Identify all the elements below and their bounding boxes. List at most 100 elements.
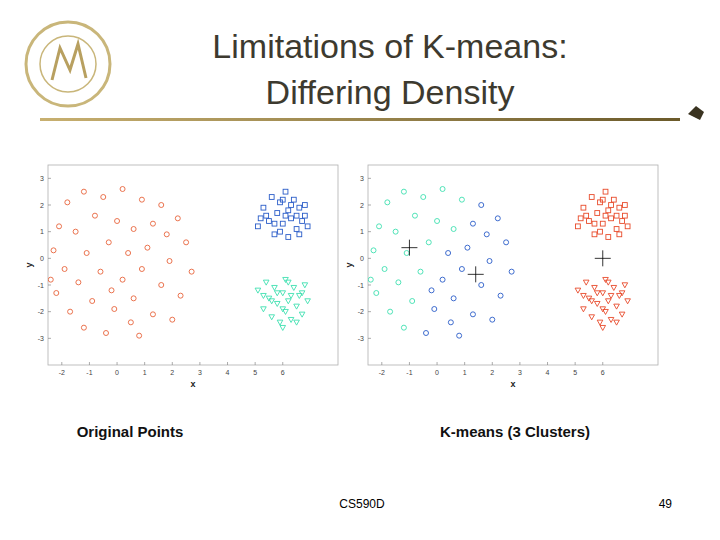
point — [288, 317, 294, 322]
point — [54, 291, 59, 296]
x-tick — [61, 362, 62, 365]
point — [622, 203, 627, 208]
point — [128, 320, 133, 325]
point — [272, 285, 278, 290]
point — [608, 317, 614, 322]
point — [611, 197, 616, 202]
point — [410, 299, 415, 304]
point — [280, 325, 286, 330]
point — [617, 205, 622, 210]
page-number: 49 — [659, 497, 673, 511]
point — [131, 296, 136, 301]
point — [509, 269, 514, 274]
point — [294, 213, 299, 218]
chart-caption: Original Points — [77, 423, 184, 440]
point — [598, 229, 603, 234]
point — [81, 325, 86, 330]
y-tick-label: -3 — [358, 335, 364, 342]
x-tick — [519, 362, 520, 365]
point — [291, 197, 296, 202]
point — [457, 333, 462, 338]
point — [606, 208, 611, 213]
point — [589, 195, 594, 200]
point — [84, 251, 89, 256]
x-tick-label: 5 — [253, 369, 257, 376]
point — [294, 320, 300, 325]
point — [302, 213, 307, 218]
x-tick-label: 2 — [170, 369, 174, 376]
point — [611, 285, 617, 290]
point — [617, 232, 622, 237]
x-tick — [547, 362, 548, 365]
point — [393, 229, 398, 234]
x-axis-label: x — [190, 379, 195, 389]
point — [277, 320, 283, 325]
point — [280, 221, 285, 226]
point — [451, 227, 456, 232]
point — [286, 208, 291, 213]
chart-caption: K-means (3 Clusters) — [440, 423, 590, 440]
point — [65, 200, 70, 205]
point — [294, 227, 299, 232]
point — [285, 299, 291, 304]
x-tick-label: 2 — [490, 369, 494, 376]
y-tick-label: 1 — [40, 228, 44, 235]
point — [498, 293, 503, 298]
point — [255, 288, 261, 293]
point — [272, 221, 277, 226]
point — [404, 251, 409, 256]
x-tick-label: 3 — [518, 369, 522, 376]
y-tick-label: 3 — [360, 175, 364, 182]
plot-frame — [368, 165, 658, 365]
point — [175, 216, 180, 221]
point — [274, 291, 280, 296]
y-tick-label: -1 — [358, 282, 364, 289]
point — [283, 189, 288, 194]
x-axis-label: x — [510, 379, 515, 389]
footer: CS590D — [339, 497, 385, 511]
point — [297, 205, 302, 210]
point — [418, 269, 423, 274]
y-tick — [368, 205, 371, 206]
point — [184, 240, 189, 245]
centroid — [468, 266, 484, 282]
point — [280, 197, 285, 202]
x-tick-label: 6 — [601, 369, 605, 376]
point — [609, 203, 614, 208]
y-tick — [48, 338, 51, 339]
x-tick-label: -1 — [406, 369, 412, 376]
point — [594, 301, 600, 306]
point — [600, 221, 605, 226]
y-tick-label: -2 — [38, 308, 44, 315]
point — [592, 285, 598, 290]
x-tick — [464, 362, 465, 365]
x-tick-label: -1 — [86, 369, 92, 376]
point — [280, 291, 286, 296]
logo-mark — [52, 44, 86, 80]
x-tick — [437, 362, 438, 365]
point — [576, 224, 581, 229]
point — [609, 216, 614, 221]
point — [446, 251, 451, 256]
point — [377, 224, 382, 229]
point — [98, 269, 103, 274]
point — [619, 312, 625, 317]
point — [589, 299, 595, 304]
x-tick-label: 3 — [198, 369, 202, 376]
x-tick — [144, 362, 145, 365]
y-tick — [368, 231, 371, 232]
point — [90, 299, 95, 304]
point — [606, 235, 611, 240]
x-tick — [575, 362, 576, 365]
point — [261, 307, 267, 312]
point — [504, 240, 509, 245]
point — [286, 235, 291, 240]
x-tick — [255, 362, 256, 365]
point — [261, 293, 267, 298]
point — [440, 187, 445, 192]
point — [275, 211, 280, 216]
y-tick-label: 2 — [360, 202, 364, 209]
point — [622, 283, 628, 288]
point — [587, 219, 592, 224]
point — [145, 245, 150, 250]
